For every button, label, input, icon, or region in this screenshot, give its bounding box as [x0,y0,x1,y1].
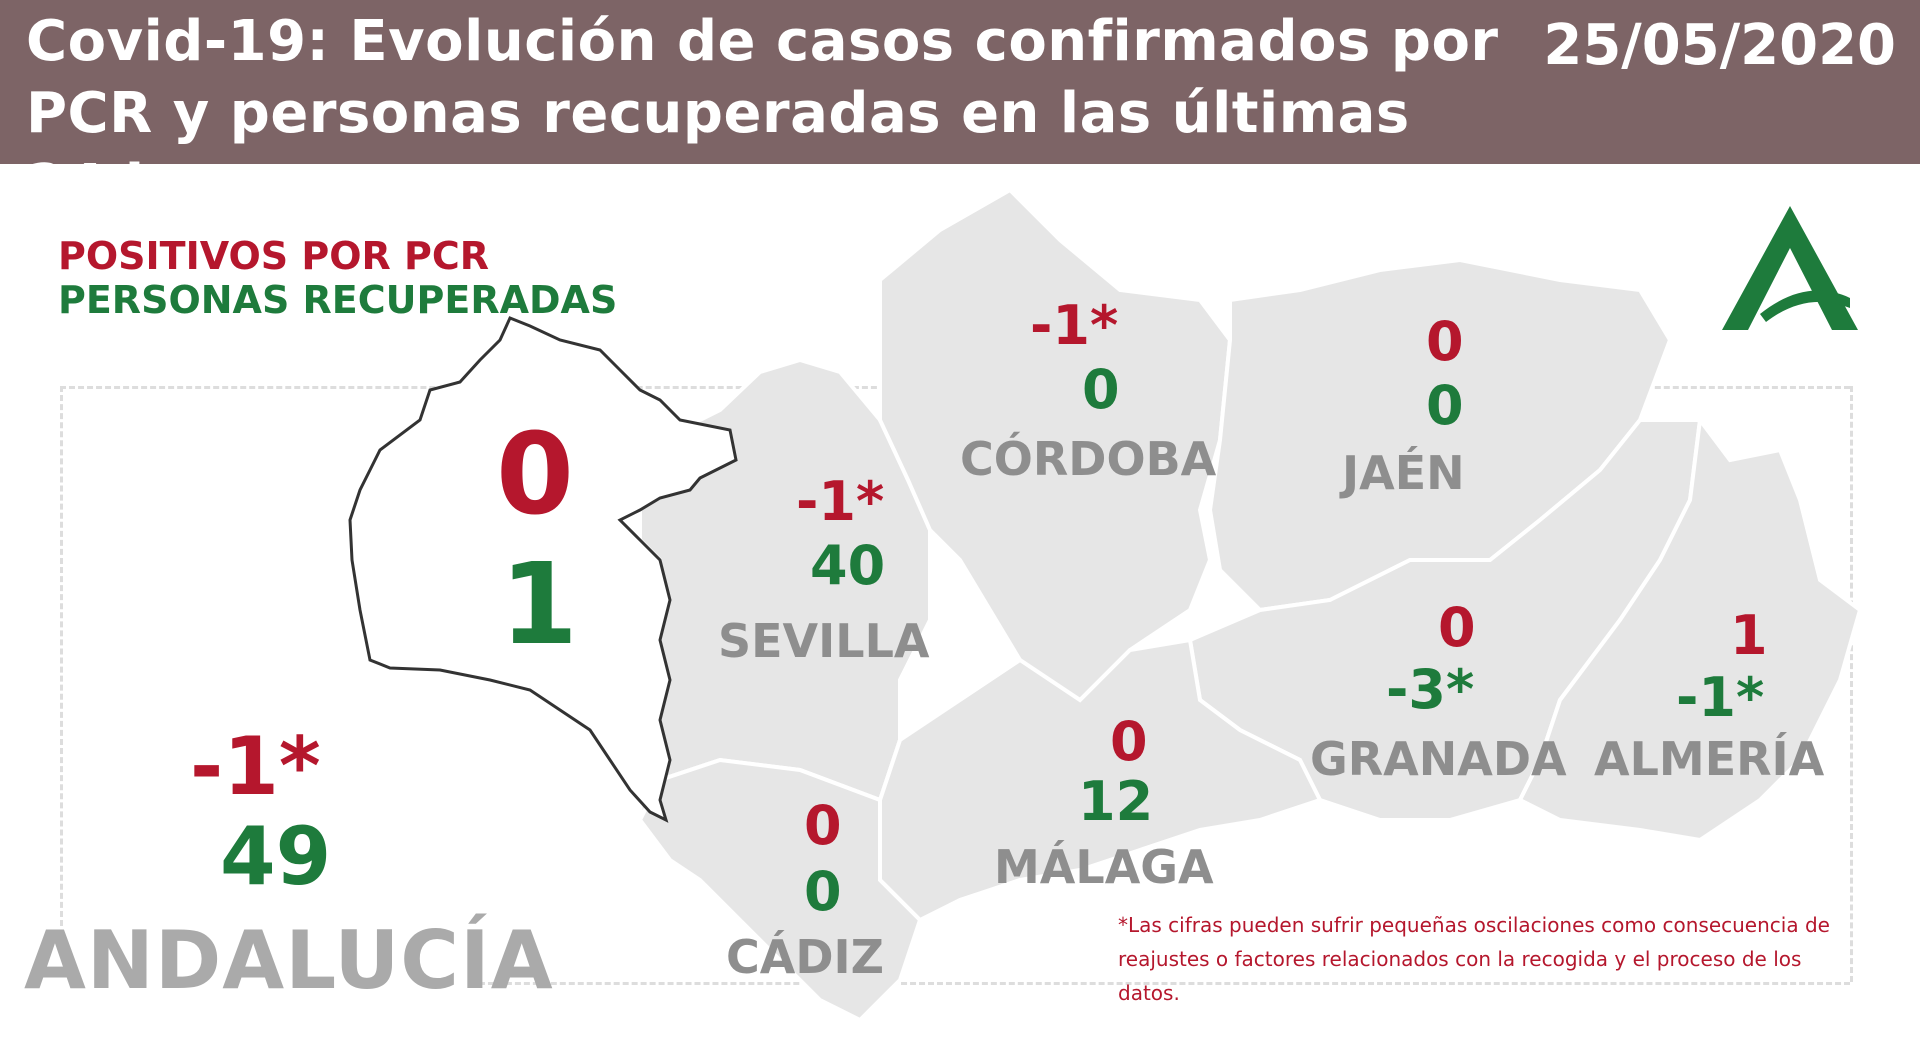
legend-recovered: PERSONAS RECUPERADAS [58,278,618,322]
almeria-label: ALMERÍA [1594,732,1825,786]
cadiz-positives: 0 [804,794,842,857]
province-shape-huelva [348,316,738,823]
footnote: *Las cifras pueden sufrir pequeñas oscil… [1118,913,1830,1005]
frame-border-left [60,386,63,926]
province-shape-almeria [1517,414,1863,843]
granada-positives: 0 [1438,596,1476,659]
province-shape-cordoba [878,187,1233,703]
jaen-positives: 0 [1426,310,1464,373]
jaen-recovered: 0 [1426,374,1464,437]
huelva-recovered: 1 [500,540,578,670]
andalucia-positives: -1* [190,720,321,813]
sevilla-recovered: 40 [810,534,886,597]
legend-positives: POSITIVOS POR PCR [58,234,490,278]
granada-recovered: -3* [1386,658,1475,721]
almeria-recovered: -1* [1676,666,1765,729]
cadiz-label: CÁDIZ [726,930,885,984]
cadiz-recovered: 0 [804,860,842,923]
header-bar: Covid-19: Evolución de casos confirmados… [0,0,1920,218]
frame-border-right [1850,386,1853,982]
malaga-positives: 0 [1110,710,1148,773]
granada-label: GRANADA [1310,732,1567,786]
malaga-recovered: 12 [1078,770,1154,833]
junta-de-andalucia-logo-icon [1722,206,1858,330]
sevilla-label: SEVILLA [718,614,930,668]
page-title: Covid-19: Evolución de casos confirmados… [26,9,1499,218]
almeria-positives: 1 [1730,604,1768,667]
huelva-positives: 0 [496,410,574,540]
legend: POSITIVOS POR PCR PERSONAS RECUPERADAS [58,234,617,322]
jaen-label: JAÉN [1342,446,1465,500]
cordoba-positives: -1* [1030,294,1119,357]
province-shape-cadiz [637,757,923,1023]
sevilla-positives: -1* [796,470,885,533]
frame-border-bottom [470,982,1850,985]
andalucia-label: ANDALUCÍA [24,914,554,1007]
cordoba-recovered: 0 [1082,358,1120,421]
report-date: 25/05/2020 [1543,13,1896,78]
province-shape-malaga [878,637,1323,923]
cordoba-label: CÓRDOBA [960,432,1217,486]
malaga-label: MÁLAGA [994,840,1214,894]
andalucia-recovered: 49 [220,810,332,903]
